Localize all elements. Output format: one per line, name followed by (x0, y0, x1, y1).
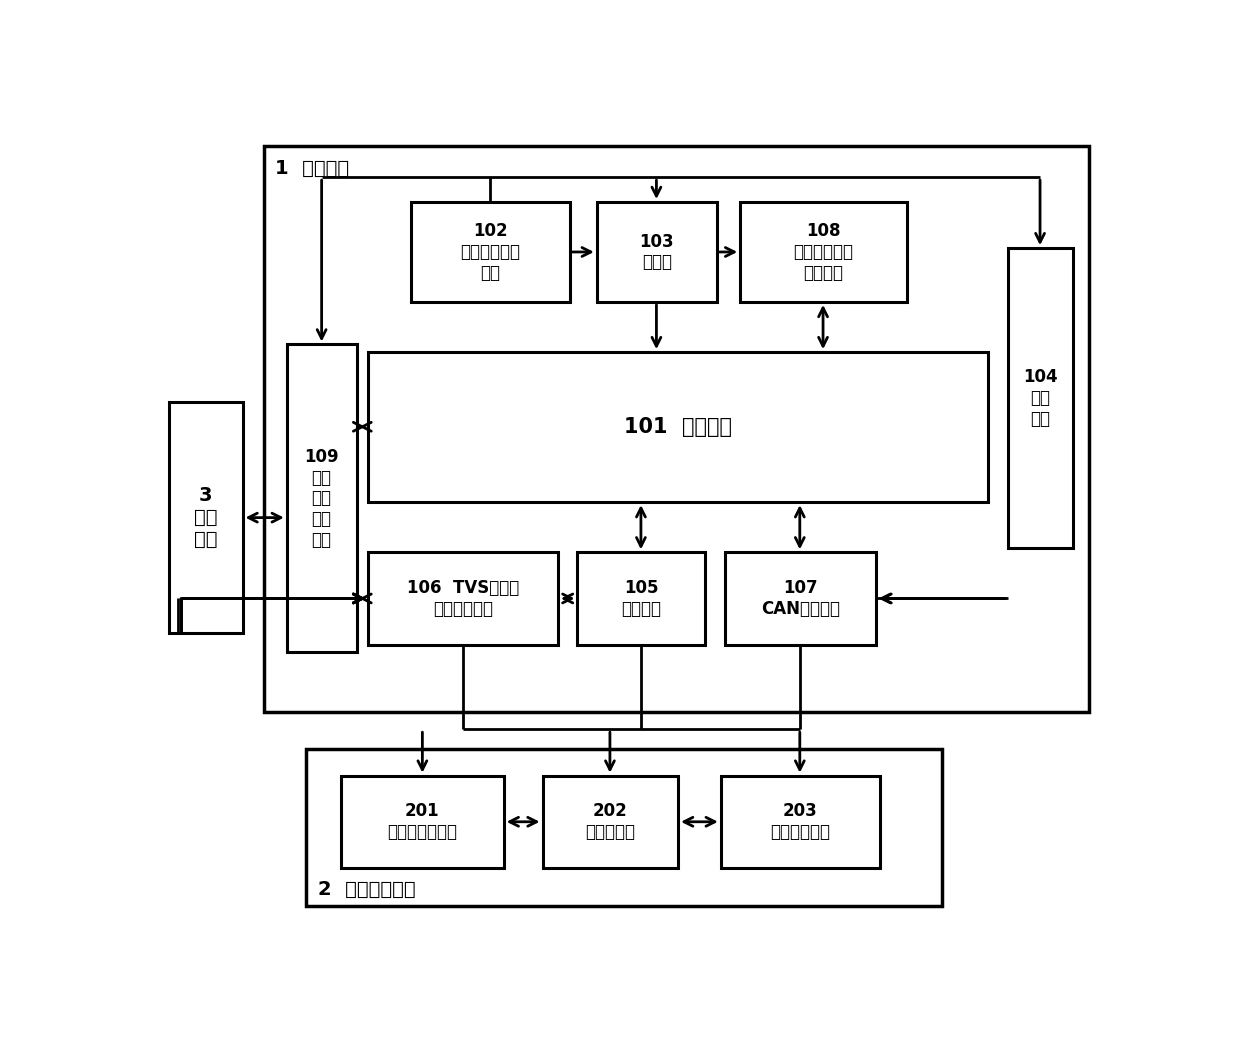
Text: 1  控制主板: 1 控制主板 (275, 158, 350, 178)
Bar (578, 553, 706, 644)
Text: 105
通讯模块: 105 通讯模块 (621, 579, 661, 618)
Text: 108
片外掉电数据
保护模块: 108 片外掉电数据 保护模块 (794, 222, 853, 282)
Bar (368, 553, 558, 644)
Bar (286, 345, 357, 653)
Text: 102
电源接口保护
电路: 102 电源接口保护 电路 (460, 222, 521, 282)
Text: 203
云平台数据库: 203 云平台数据库 (770, 803, 831, 841)
Bar (740, 202, 906, 302)
Text: 101  主控芯片: 101 主控芯片 (624, 417, 732, 437)
Text: 2  信息交互设备: 2 信息交互设备 (317, 880, 415, 899)
Bar (410, 202, 569, 302)
Text: 107
CAN总线模块: 107 CAN总线模块 (760, 579, 839, 618)
Bar (306, 748, 941, 907)
Bar (720, 776, 879, 868)
Bar (263, 147, 1089, 712)
Bar (1007, 248, 1074, 549)
Text: 202
外部计算机: 202 外部计算机 (585, 803, 635, 841)
Bar (543, 776, 678, 868)
Text: 201
人机交互触摸屏: 201 人机交互触摸屏 (387, 803, 458, 841)
Bar (368, 352, 988, 502)
Text: 3
监控
设备: 3 监控 设备 (193, 486, 217, 549)
Text: 106  TVS自恢复
过载保护电路: 106 TVS自恢复 过载保护电路 (407, 579, 520, 618)
Bar (596, 202, 717, 302)
Text: 109
测控
信号
隔离
模块: 109 测控 信号 隔离 模块 (304, 448, 339, 549)
Text: 103
主电源: 103 主电源 (640, 232, 675, 272)
Bar (341, 776, 503, 868)
Text: 104
隔离
电源: 104 隔离 电源 (1023, 369, 1058, 428)
Bar (169, 402, 243, 633)
Bar (724, 553, 875, 644)
